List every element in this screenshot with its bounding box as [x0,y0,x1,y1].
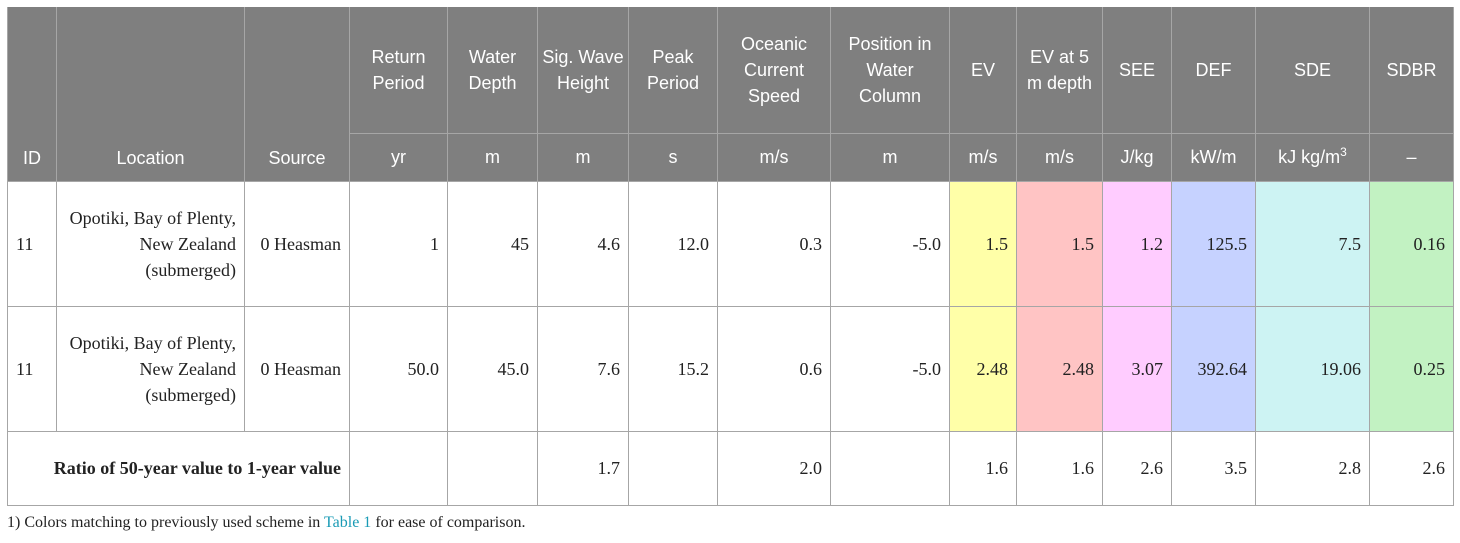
unit-row: yr m m s m/s m m/s m/s J/kg kW/m kJ kg/m… [8,133,1454,181]
ratio-water-depth [447,430,538,506]
ratio-ev5: 1.6 [1016,430,1103,506]
ratio-label: Ratio of 50-year value to 1-year value [7,430,350,506]
table-1-link[interactable]: Table 1 [324,514,372,531]
cell-def: 392.64 [1171,305,1256,432]
cell-peak-period: 12.0 [628,180,718,307]
cell-see: 3.07 [1102,305,1172,432]
col-header-sdbr: SDBR [1369,7,1454,134]
cell-sde: 19.06 [1255,305,1370,432]
cell-sig-wave-height: 7.6 [537,305,629,432]
unit-def: kW/m [1171,133,1256,181]
cell-peak-period: 15.2 [628,305,718,432]
col-header-ev: EV [949,7,1017,134]
cell-source: 0 Heasman [244,180,350,307]
cell-return-period: 50.0 [349,305,448,432]
cell-id: 11 [7,180,57,307]
col-header-see: SEE [1102,7,1172,134]
ratio-ev: 1.6 [949,430,1017,506]
col-header-def: DEF [1171,7,1256,134]
ratio-return-period [349,430,448,506]
cell-position: -5.0 [830,180,950,307]
table-footnote: 1) Colors matching to previously used sc… [7,514,525,532]
cell-current-speed: 0.6 [717,305,831,432]
data-table: ID Location Source Return Period Water D… [7,7,1454,506]
table-container: ID Location Source Return Period Water D… [7,7,1454,506]
cell-location: Opotiki, Bay of Plenty, New Zealand (sub… [56,305,245,432]
col-header-position: Position in Water Column [830,7,950,134]
cell-sdbr: 0.25 [1369,305,1454,432]
col-header-current-speed: Oceanic Current Speed [717,7,831,134]
table-row: 11 Opotiki, Bay of Plenty, New Zealand (… [7,180,1454,307]
col-header-sde: SDE [1255,7,1370,134]
cell-sde: 7.5 [1255,180,1370,307]
col-header-sig-wave-height: Sig. Wave Height [537,7,629,134]
ratio-peak-period [628,430,718,506]
unit-ev5: m/s [1016,133,1103,181]
ratio-sig-wave-height: 1.7 [537,430,629,506]
unit-sde: kJ kg/m3 [1255,133,1370,181]
unit-ev: m/s [949,133,1017,181]
cell-see: 1.2 [1102,180,1172,307]
ratio-see: 2.6 [1102,430,1172,506]
footnote-suffix: for ease of comparison. [371,514,526,531]
header-row: ID Location Source Return Period Water D… [7,7,1454,181]
cell-sig-wave-height: 4.6 [537,180,629,307]
cell-id: 11 [7,305,57,432]
cell-ev5: 1.5 [1016,180,1103,307]
col-header-water-depth: Water Depth [447,7,538,134]
ratio-current-speed: 2.0 [717,430,831,506]
unit-current-speed: m/s [717,133,831,181]
unit-sdbr: – [1369,133,1454,181]
col-header-id: ID [7,7,57,181]
ratio-sdbr: 2.6 [1369,430,1454,506]
unit-sig-wave-height: m [537,133,629,181]
cell-water-depth: 45.0 [447,305,538,432]
col-header-peak-period: Peak Period [628,7,718,134]
cell-water-depth: 45 [447,180,538,307]
cell-location: Opotiki, Bay of Plenty, New Zealand (sub… [56,180,245,307]
cell-current-speed: 0.3 [717,180,831,307]
cell-source: 0 Heasman [244,305,350,432]
unit-water-depth: m [447,133,538,181]
col-header-return-period: Return Period [349,7,448,134]
ratio-position [830,430,950,506]
cell-sdbr: 0.16 [1369,180,1454,307]
col-header-source: Source [244,7,350,181]
unit-peak-period: s [628,133,718,181]
footnote-prefix: 1) Colors matching to previously used sc… [7,514,324,531]
unit-see: J/kg [1102,133,1172,181]
unit-sde-exponent: 3 [1340,145,1347,159]
cell-ev: 1.5 [949,180,1017,307]
ratio-sde: 2.8 [1255,430,1370,506]
cell-return-period: 1 [349,180,448,307]
cell-position: -5.0 [830,305,950,432]
col-header-location: Location [56,7,245,181]
unit-return-period: yr [349,133,448,181]
cell-def: 125.5 [1171,180,1256,307]
cell-ev5: 2.48 [1016,305,1103,432]
unit-position: m [830,133,950,181]
col-header-ev5: EV at 5 m depth [1016,7,1103,134]
ratio-row: Ratio of 50-year value to 1-year value 1… [7,430,1454,506]
unit-sde-base: kJ kg/m [1278,147,1341,167]
cell-ev: 2.48 [949,305,1017,432]
table-row: 11 Opotiki, Bay of Plenty, New Zealand (… [7,305,1454,432]
ratio-def: 3.5 [1171,430,1256,506]
